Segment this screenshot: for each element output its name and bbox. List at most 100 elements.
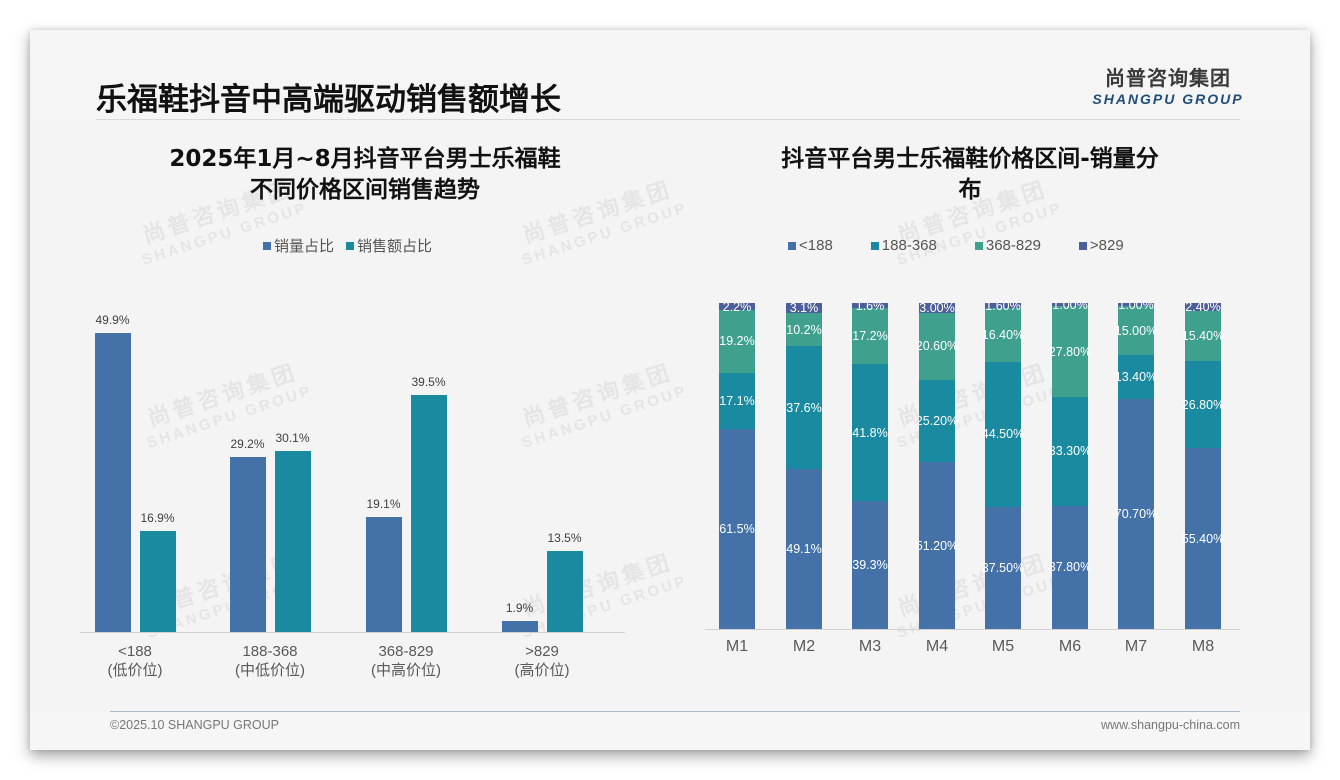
segment-188-368: 44.50%	[982, 361, 1024, 507]
segment-value-label: 17.2%	[852, 329, 888, 344]
segment-lt188: 55.40%	[1182, 448, 1224, 629]
segment-188-368: 13.40%	[1115, 355, 1157, 399]
segment-value-label: 41.8%	[852, 425, 888, 440]
segment-value-label: 19.2%	[719, 334, 755, 349]
bar-value-label: 49.9%	[95, 312, 130, 327]
bar-revenue-share	[546, 551, 583, 632]
segment-value-label: 55.40%	[1181, 531, 1225, 546]
bar-value-label: 16.9%	[140, 510, 175, 525]
segment-value-label: 49.1%	[786, 541, 822, 556]
stacked-bar-m5: 37.50% 44.50% 16.40% 1.60%	[982, 299, 1024, 629]
legend-swatch-gt829	[1078, 241, 1087, 250]
segment-gt829: 1.00%	[1052, 298, 1088, 312]
segment-value-label: 37.50%	[981, 560, 1025, 575]
bar-value-label: 13.5%	[547, 531, 582, 545]
footer-divider	[110, 711, 1240, 712]
left-chart-title: 2025年1月~8月抖音平台男士乐福鞋 不同价格区间销售趋势	[169, 146, 561, 203]
segment-gt829: 3.1%	[786, 301, 822, 315]
segment-368-829: 15.40%	[1182, 310, 1224, 362]
segment-value-label: 26.80%	[1181, 397, 1225, 412]
x-axis-month-label: M8	[1191, 638, 1215, 655]
legend-swatch-lt188	[788, 241, 796, 250]
bar-value-label: 39.5%	[411, 375, 446, 389]
segment-value-label: 15.40%	[1181, 328, 1225, 343]
x-axis-category-label: 368-829 (中高价位)	[371, 643, 441, 679]
legend-swatch-revenue	[346, 241, 355, 250]
stacked-bar-m8: 55.40% 26.80% 15.40% 2.40%	[1182, 300, 1224, 629]
segment-lt188: 37.80%	[1049, 505, 1091, 629]
footer-band	[30, 712, 1310, 750]
segment-value-label: 10.2%	[786, 322, 822, 337]
left-chart-legend: 销量占比 销售额占比	[263, 235, 444, 256]
segment-188-368: 17.1%	[719, 372, 755, 429]
segment-188-368: 25.20%	[916, 379, 958, 463]
segment-value-label: 3.1%	[789, 301, 819, 316]
segment-value-label: 27.80%	[1048, 344, 1092, 359]
segment-value-label: 1.60%	[985, 298, 1021, 313]
page-title: 乐福鞋抖音中高端驱动销售额增长	[96, 82, 561, 118]
legend-item-volume: 销量占比	[263, 235, 334, 256]
x-axis-category-label: <188 (低价位)	[107, 643, 163, 679]
segment-188-368: 37.6%	[786, 346, 822, 469]
segment-gt829: 2.40%	[1185, 300, 1221, 314]
bar-revenue-share	[139, 530, 176, 632]
right-chart-title: 抖音平台男士乐福鞋价格区间-销量分 布	[781, 146, 1159, 203]
segment-lt188: 61.5%	[719, 428, 755, 629]
segment-value-label: 2.40%	[1185, 299, 1221, 314]
x-axis-month-label: M2	[792, 638, 816, 655]
x-axis-month-label: M3	[858, 638, 882, 655]
segment-lt188: 51.20%	[916, 462, 958, 629]
stacked-bar-m2: 49.1% 37.6% 10.2% 3.1%	[786, 301, 822, 629]
segment-value-label: 37.80%	[1048, 560, 1092, 575]
segment-value-label: 2.2%	[722, 299, 752, 314]
legend-item-188-368: 188-368	[870, 237, 937, 254]
segment-gt829: 1.00%	[1118, 298, 1154, 312]
stacked-bar-m4: 51.20% 25.20% 20.60% 3.00%	[916, 301, 958, 629]
footer-website: www.shangpu-china.com	[1101, 718, 1240, 732]
segment-value-label: 17.1%	[719, 393, 755, 408]
x-axis-category-label: 188-368 (中低价位)	[235, 643, 305, 679]
segment-188-368: 33.30%	[1049, 397, 1091, 506]
segment-value-label: 13.40%	[1114, 369, 1158, 384]
segment-188-368: 41.8%	[852, 364, 888, 501]
segment-368-829: 16.40%	[982, 308, 1024, 362]
slide: 乐福鞋抖音中高端驱动销售额增长 尚普咨询集团 SHANGPU GROUP 尚普咨…	[30, 30, 1310, 750]
x-axis-month-label: M7	[1124, 638, 1148, 655]
segment-gt829: 1.6%	[852, 299, 888, 313]
company-logo: 尚普咨询集团 SHANGPU GROUP	[1088, 62, 1248, 107]
x-axis-month-label: M5	[991, 638, 1015, 655]
title-divider	[96, 119, 1240, 120]
segment-value-label: 37.6%	[786, 400, 822, 415]
segment-value-label: 1.00%	[1118, 297, 1154, 312]
segment-368-829: 19.2%	[719, 310, 755, 373]
right-chart-x-axis	[705, 629, 1240, 630]
x-axis-month-label: M1	[725, 638, 749, 655]
legend-item-revenue: 销售额占比	[346, 235, 432, 256]
segment-value-label: 15.00%	[1114, 323, 1158, 338]
stacked-bar-m6: 37.80% 33.30% 27.80% 1.00%	[1049, 298, 1091, 629]
segment-lt188: 70.70%	[1115, 398, 1157, 629]
footer-copyright: ©2025.10 SHANGPU GROUP	[110, 718, 279, 732]
legend-item-gt829: >829	[1078, 237, 1124, 254]
segment-gt829: 2.2%	[719, 300, 755, 314]
stacked-bar-m7: 70.70% 13.40% 15.00% 1.00%	[1115, 298, 1157, 629]
legend-swatch-188-368	[870, 241, 879, 250]
segment-lt188: 39.3%	[852, 500, 888, 629]
segment-lt188: 49.1%	[786, 468, 822, 629]
segment-value-label: 25.20%	[915, 414, 959, 429]
legend-swatch-368-829	[974, 241, 983, 250]
segment-value-label: 33.30%	[1048, 444, 1092, 459]
logo-english-text: SHANGPU GROUP	[1092, 91, 1244, 107]
segment-gt829: 1.60%	[985, 299, 1021, 313]
bar-volume-share	[365, 517, 402, 632]
bar-value-label: 29.2%	[230, 436, 265, 451]
segment-value-label: 44.50%	[981, 427, 1025, 442]
stacked-bar-m1: 61.5% 17.1% 19.2% 2.2%	[719, 300, 755, 629]
segment-value-label: 61.5%	[719, 521, 755, 536]
logo-chinese-text: 尚普咨询集团	[1105, 66, 1231, 90]
left-chart-x-axis	[80, 632, 625, 633]
bar-value-label: 1.9%	[505, 600, 534, 615]
